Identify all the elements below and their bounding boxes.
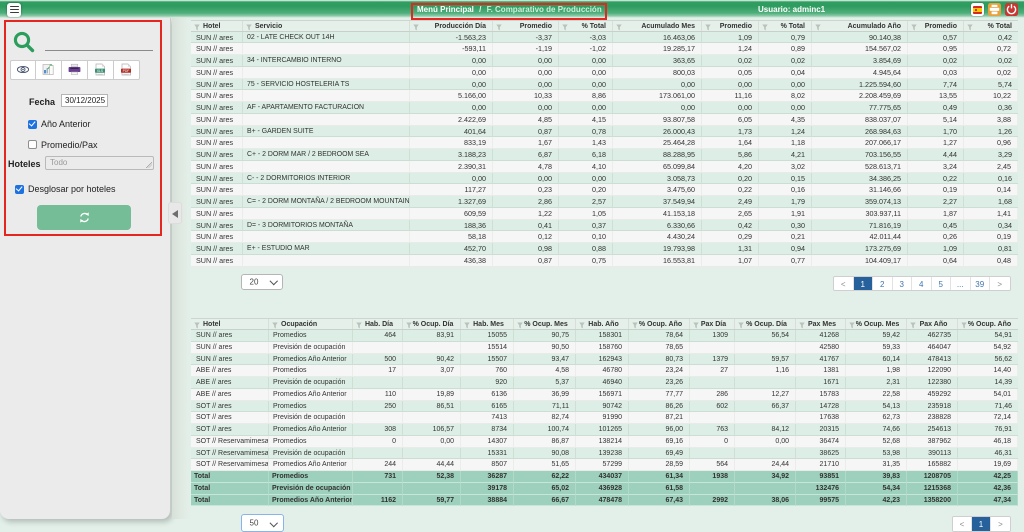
svg-text:XLS: XLS — [97, 69, 104, 73]
svg-text:PDF: PDF — [123, 69, 130, 73]
